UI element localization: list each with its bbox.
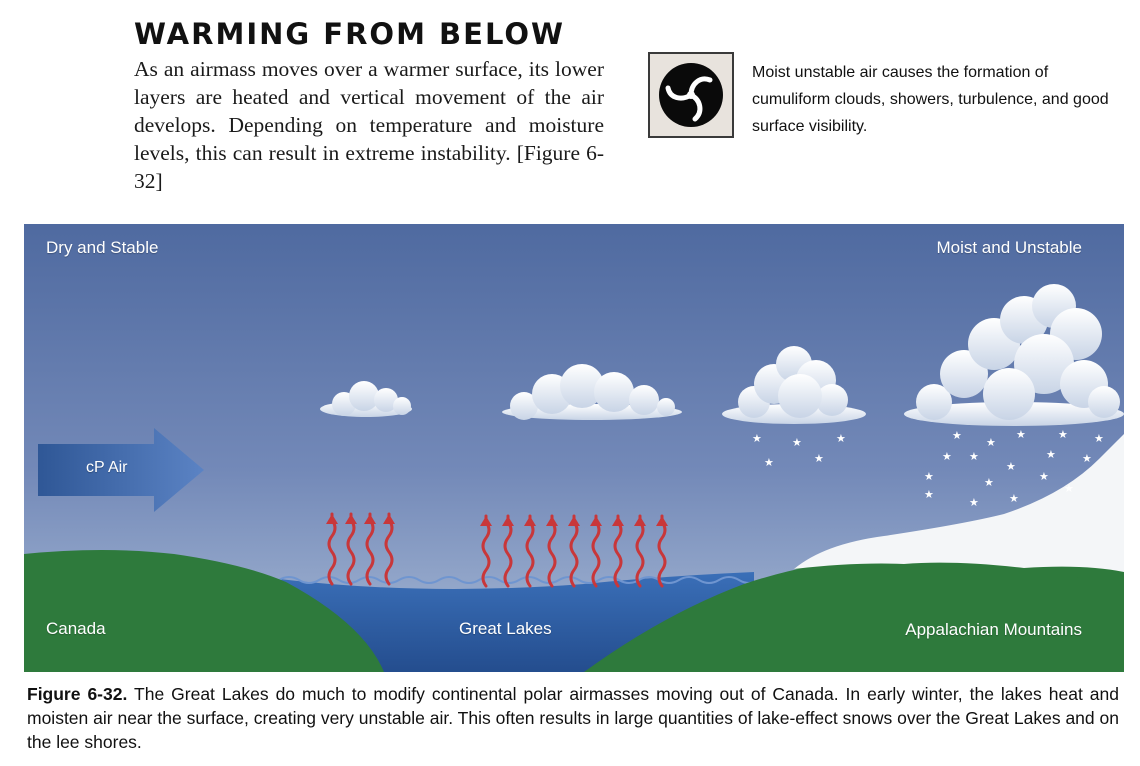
figure-caption: Figure 6-32. The Great Lakes do much to … [27, 682, 1119, 754]
svg-text:★: ★ [1039, 470, 1049, 483]
svg-text:★: ★ [952, 429, 962, 442]
label-canada: Canada [46, 619, 106, 638]
caption-label: Figure 6-32. [27, 684, 128, 704]
callout-text: Moist unstable air causes the formation … [752, 64, 1109, 135]
lake-effect-diagram: ★ ★ ★ ★ ★ ★ ★ ★ ★ ★ ★ ★ ★ ★ ★ ★ ★ ★ ★ ★ ★ ★ Dry and Stable [24, 224, 1124, 672]
heat-arrows [327, 512, 667, 588]
snow-covered-mountains [794, 434, 1124, 574]
svg-text:★: ★ [1058, 428, 1068, 441]
svg-text:★: ★ [1064, 482, 1074, 495]
appalachian-land [584, 557, 1124, 672]
label-appalachian-mountains: Appalachian Mountains [905, 620, 1082, 639]
svg-text:★: ★ [924, 470, 934, 483]
svg-text:★: ★ [942, 450, 952, 463]
label-great-lakes: Great Lakes [459, 619, 552, 638]
svg-text:★: ★ [1016, 428, 1026, 441]
svg-text:★: ★ [836, 432, 846, 445]
svg-text:★: ★ [969, 450, 979, 463]
towering-cumulus-cloud [904, 284, 1124, 426]
section-heading: WARMING FROM BELOW [134, 17, 566, 51]
svg-text:★: ★ [986, 436, 996, 449]
svg-text:★: ★ [814, 452, 824, 465]
triskelion-icon [648, 52, 734, 138]
svg-text:★: ★ [1009, 492, 1019, 505]
medium-cloud [502, 364, 682, 420]
label-cp-air: cP Air [86, 459, 128, 476]
svg-text:★: ★ [984, 476, 994, 489]
svg-text:★: ★ [764, 456, 774, 469]
svg-text:★: ★ [924, 488, 934, 501]
intro-paragraph: As an airmass moves over a warmer surfac… [134, 57, 604, 193]
cumulus-cloud [722, 346, 866, 424]
label-dry-stable: Dry and Stable [46, 238, 159, 257]
label-moist-unstable: Moist and Unstable [936, 238, 1082, 257]
snowflakes: ★ ★ ★★ ★ ★★★ ★ ★ ★ ★★★ ★ ★ ★ ★★★★ ★ [752, 428, 1104, 509]
canada-land [24, 550, 384, 672]
svg-text:★: ★ [792, 436, 802, 449]
small-cloud [320, 381, 412, 417]
svg-text:★: ★ [752, 432, 762, 445]
svg-text:★: ★ [1082, 452, 1092, 465]
svg-text:★: ★ [1046, 448, 1056, 461]
caption-text: The Great Lakes do much to modify contin… [27, 684, 1119, 752]
svg-text:★: ★ [969, 496, 979, 509]
svg-text:★: ★ [1006, 460, 1016, 473]
svg-text:★: ★ [1094, 432, 1104, 445]
cp-air-arrow [38, 428, 204, 512]
